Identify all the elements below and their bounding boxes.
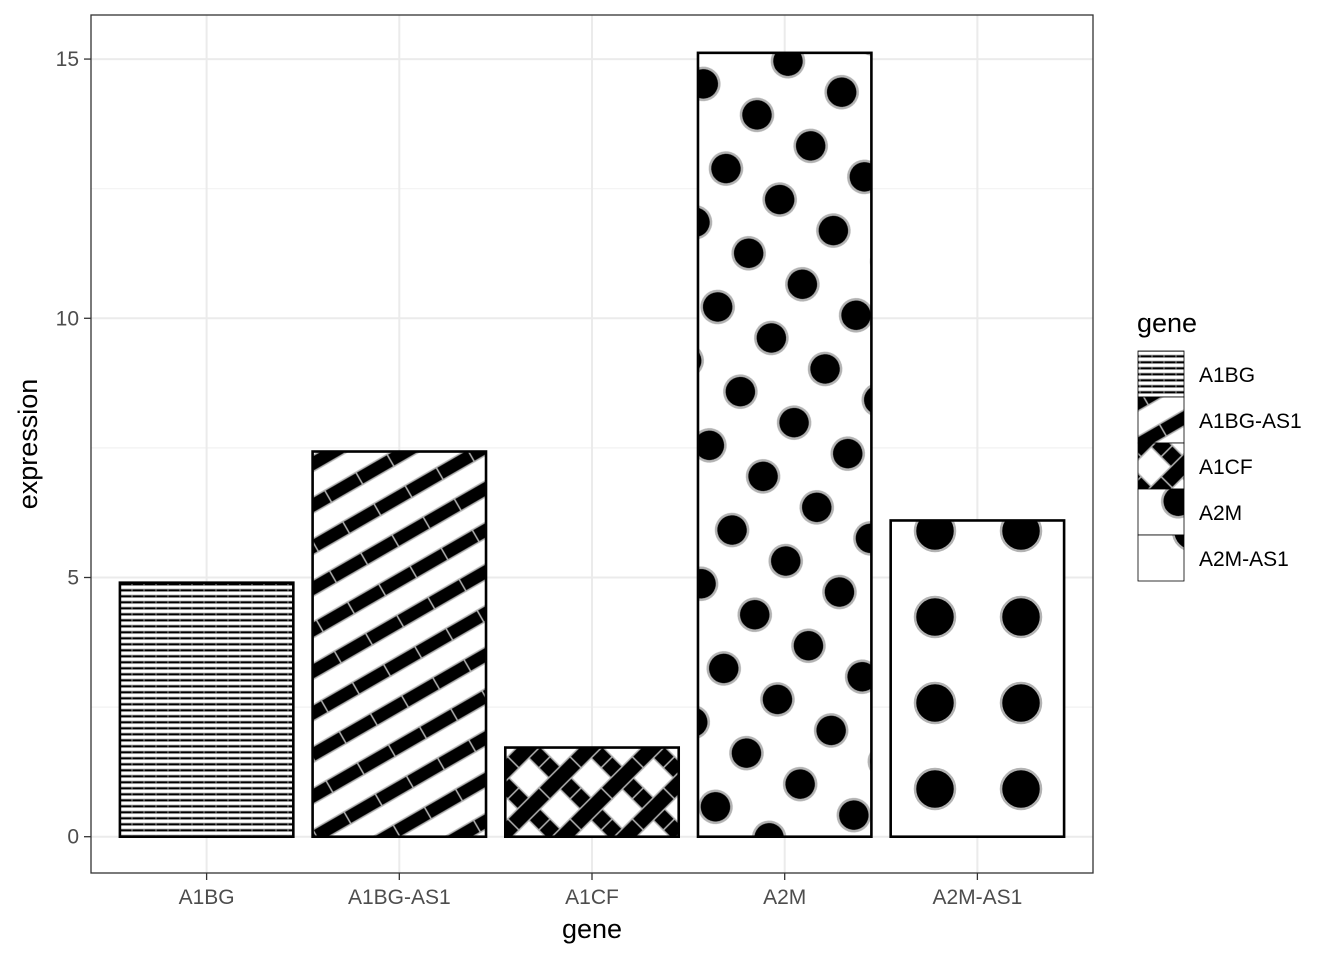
x-tick-label: A1BG-AS1 bbox=[348, 886, 451, 909]
x-tick-label: A1CF bbox=[565, 886, 619, 909]
x-axis-title: gene bbox=[562, 914, 622, 944]
legend-item: A1CF bbox=[1137, 442, 1253, 490]
legend-label: A2M bbox=[1199, 502, 1242, 525]
axis-ticks: 0 5 10 15 A1BG A1BG-AS1 A1CF A2M A2M-AS1 bbox=[56, 48, 1023, 909]
y-axis-title: expression bbox=[13, 379, 43, 510]
legend-item: A1BG-AS1 bbox=[1137, 396, 1302, 444]
legend-item: A2M bbox=[1137, 488, 1242, 536]
legend-label: A2M-AS1 bbox=[1199, 548, 1289, 571]
legend-label: A1BG-AS1 bbox=[1199, 410, 1302, 433]
y-tick-label: 10 bbox=[56, 307, 79, 330]
legend-key bbox=[1137, 534, 1185, 582]
legend-label: A1CF bbox=[1199, 456, 1253, 479]
bar-a2m-as1 bbox=[889, 519, 1066, 839]
y-tick-label: 0 bbox=[67, 826, 79, 849]
legend-key bbox=[1137, 488, 1185, 536]
y-tick-label: 15 bbox=[56, 48, 79, 71]
legend-key bbox=[1137, 350, 1185, 398]
legend-item: A1BG bbox=[1137, 350, 1255, 398]
bar-a1bg-as1 bbox=[311, 450, 488, 839]
legend: gene A1BG A1BG-AS1 A1CF A2M A2M-AS1 bbox=[1137, 308, 1302, 582]
legend-item: A2M-AS1 bbox=[1137, 534, 1289, 582]
legend-key bbox=[1137, 396, 1185, 444]
x-tick-label: A1BG bbox=[179, 886, 235, 909]
bars bbox=[118, 51, 1066, 839]
y-tick-label: 5 bbox=[67, 566, 79, 589]
bar-a1bg bbox=[118, 581, 295, 839]
bar-a1cf bbox=[503, 746, 681, 839]
x-tick-label: A2M-AS1 bbox=[932, 886, 1022, 909]
x-tick-label: A2M bbox=[763, 886, 806, 909]
legend-label: A1BG bbox=[1199, 364, 1255, 387]
legend-key bbox=[1137, 442, 1185, 490]
bar-a2m bbox=[696, 51, 873, 839]
legend-title: gene bbox=[1137, 308, 1197, 338]
